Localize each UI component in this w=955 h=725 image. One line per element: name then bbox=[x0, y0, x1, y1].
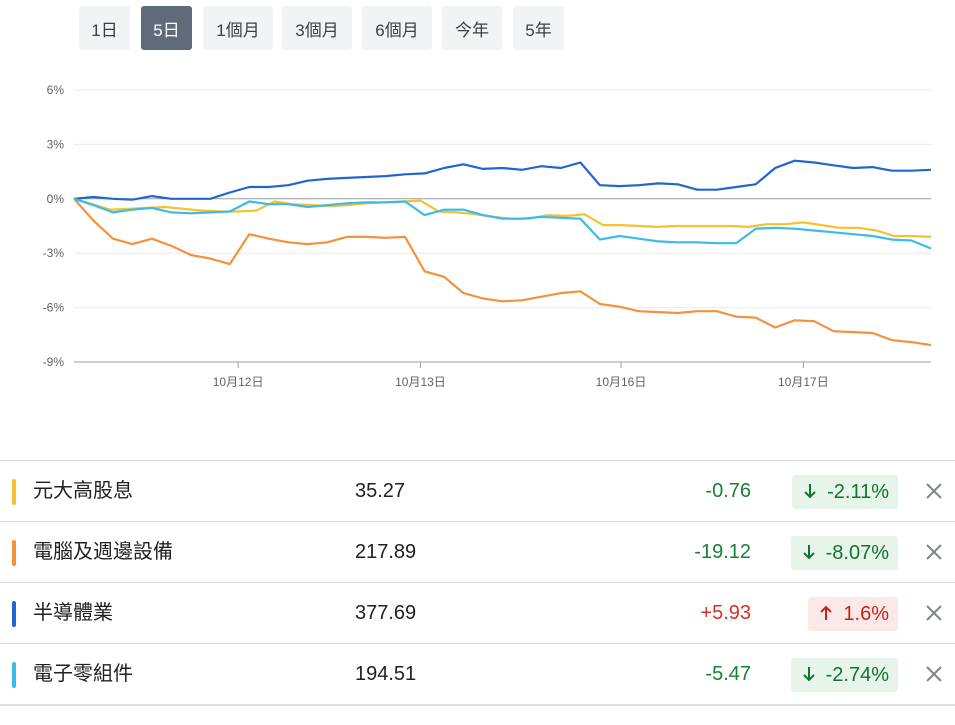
y-tick-label: 6% bbox=[47, 83, 65, 97]
range-tab-6m[interactable]: 6個月 bbox=[362, 6, 432, 50]
series-color-swatch bbox=[12, 601, 16, 627]
arrow-up-icon bbox=[820, 605, 833, 620]
security-price: 217.89 bbox=[355, 541, 417, 563]
price-change: -5.47 bbox=[705, 663, 751, 685]
y-tick-label: -6% bbox=[43, 301, 65, 315]
series-color-swatch bbox=[12, 540, 16, 566]
arrow-down-icon bbox=[802, 667, 815, 682]
security-name: 半導體業 bbox=[33, 602, 113, 624]
y-tick-label: -9% bbox=[43, 355, 65, 369]
x-tick-label: 10月17日 bbox=[778, 375, 829, 389]
series-line bbox=[73, 198, 932, 347]
price-change: +5.93 bbox=[700, 602, 751, 624]
price-change: -19.12 bbox=[694, 541, 751, 563]
security-name: 電子零組件 bbox=[33, 663, 133, 685]
range-tab-3m[interactable]: 3個月 bbox=[282, 6, 352, 50]
series-line bbox=[73, 159, 932, 201]
percent-change-badge: 1.6% bbox=[808, 597, 898, 631]
comparison-row[interactable]: 半導體業 377.69 +5.93 1.6% bbox=[0, 583, 955, 644]
series-line bbox=[73, 197, 932, 250]
security-price: 194.51 bbox=[355, 663, 417, 685]
remove-close-icon[interactable] bbox=[925, 482, 943, 500]
percent-change: -2.74% bbox=[825, 664, 889, 686]
arrow-down-icon bbox=[804, 484, 816, 499]
x-axis: 10月12日 10月13日 10月16日 10月17日 bbox=[74, 361, 931, 389]
comparison-row[interactable]: 元大高股息 35.27 -0.76 -2.11% bbox=[0, 461, 955, 522]
performance-line-chart: 6% 3% 0% -3% -6% -9% 10月12日 10月13日 10月16日 10月17日 bbox=[43, 83, 932, 389]
x-tick-label: 10月12日 bbox=[213, 375, 264, 389]
range-tab-ytd[interactable]: 今年 bbox=[442, 6, 502, 50]
percent-change-badge: -2.74% bbox=[790, 658, 898, 692]
percent-change: 1.6% bbox=[843, 603, 889, 625]
y-tick-label: 0% bbox=[47, 192, 65, 206]
remove-close-icon[interactable] bbox=[925, 604, 943, 622]
y-tick-label: 3% bbox=[47, 137, 65, 151]
range-tab-5d[interactable]: 5日 bbox=[141, 6, 192, 50]
security-name: 電腦及週邊設備 bbox=[33, 541, 173, 563]
series-color-swatch bbox=[12, 662, 16, 688]
comparison-row[interactable]: 電腦及週邊設備 217.89 -19.12 -8.07% bbox=[0, 522, 955, 583]
price-change: -0.76 bbox=[705, 480, 751, 502]
y-axis: 6% 3% 0% -3% -6% -9% bbox=[43, 83, 65, 369]
comparison-list: 元大高股息 35.27 -0.76 -2.11% 電腦及週邊設備 217.89 … bbox=[0, 460, 955, 706]
security-name: 元大高股息 bbox=[33, 480, 133, 502]
chart-series bbox=[73, 159, 932, 347]
security-price: 377.69 bbox=[355, 602, 417, 624]
percent-change-badge: -2.11% bbox=[792, 475, 898, 509]
x-tick-label: 10月16日 bbox=[596, 375, 647, 389]
y-tick-label: -3% bbox=[43, 246, 65, 260]
range-tab-1m[interactable]: 1個月 bbox=[203, 6, 273, 50]
comparison-row[interactable]: 電子零組件 194.51 -5.47 -2.74% bbox=[0, 644, 955, 706]
security-price: 35.27 bbox=[355, 480, 406, 502]
x-tick-label: 10月13日 bbox=[395, 375, 446, 389]
range-tab-5y[interactable]: 5年 bbox=[513, 6, 564, 50]
percent-change-badge: -8.07% bbox=[790, 536, 898, 570]
percent-change: -8.07% bbox=[825, 542, 889, 564]
series-color-swatch bbox=[12, 479, 16, 505]
remove-close-icon[interactable] bbox=[925, 665, 943, 683]
arrow-down-icon bbox=[802, 545, 815, 560]
percent-change: -2.11% bbox=[827, 481, 889, 503]
remove-close-icon[interactable] bbox=[925, 543, 943, 561]
range-tab-1d[interactable]: 1日 bbox=[79, 6, 130, 50]
